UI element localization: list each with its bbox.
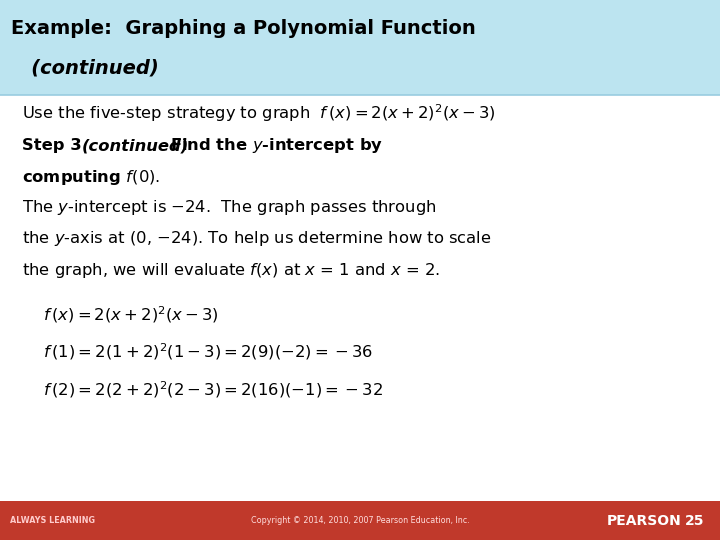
Bar: [0, 501, 720, 540]
Text: 25: 25: [685, 514, 705, 528]
Text: PEARSON: PEARSON: [607, 514, 682, 528]
Text: computing $f\mathrm{(0)}.$: computing $f\mathrm{(0)}.$: [22, 167, 160, 187]
Text: the $y$-axis at (0, $-$24). To help us determine how to scale: the $y$-axis at (0, $-$24). To help us d…: [22, 229, 491, 248]
Bar: [0, 0, 720, 94]
Text: $f\,(x) = 2(x + 2)^2(x - 3)$: $f\,(x) = 2(x + 2)^2(x - 3)$: [43, 304, 219, 325]
Text: Step 3: Step 3: [22, 138, 81, 153]
Text: ALWAYS LEARNING: ALWAYS LEARNING: [10, 516, 95, 525]
Text: (continued): (continued): [11, 58, 158, 78]
Text: (continued): (continued): [81, 138, 189, 153]
Text: Copyright © 2014, 2010, 2007 Pearson Education, Inc.: Copyright © 2014, 2010, 2007 Pearson Edu…: [251, 516, 469, 525]
Text: Example:  Graphing a Polynomial Function: Example: Graphing a Polynomial Function: [11, 19, 475, 38]
Text: the graph, we will evaluate $f$($x$) at $x$ = 1 and $x$ = 2.: the graph, we will evaluate $f$($x$) at …: [22, 260, 440, 280]
Text: The $y$-intercept is $-$24.  The graph passes through: The $y$-intercept is $-$24. The graph pa…: [22, 198, 436, 218]
Text: Find the $y$-intercept by: Find the $y$-intercept by: [170, 136, 383, 156]
Text: Use the five-step strategy to graph  $f\,(x) = 2(x + 2)^2(x - 3)$: Use the five-step strategy to graph $f\,…: [22, 103, 495, 124]
Text: $f\,(2) = 2(2 + 2)^2(2 - 3) = 2(16)(-1) = -32$: $f\,(2) = 2(2 + 2)^2(2 - 3) = 2(16)(-1) …: [43, 380, 383, 400]
Text: $f\,(1) = 2(1 + 2)^2(1 - 3) = 2(9)(-2) = -36$: $f\,(1) = 2(1 + 2)^2(1 - 3) = 2(9)(-2) =…: [43, 342, 373, 362]
